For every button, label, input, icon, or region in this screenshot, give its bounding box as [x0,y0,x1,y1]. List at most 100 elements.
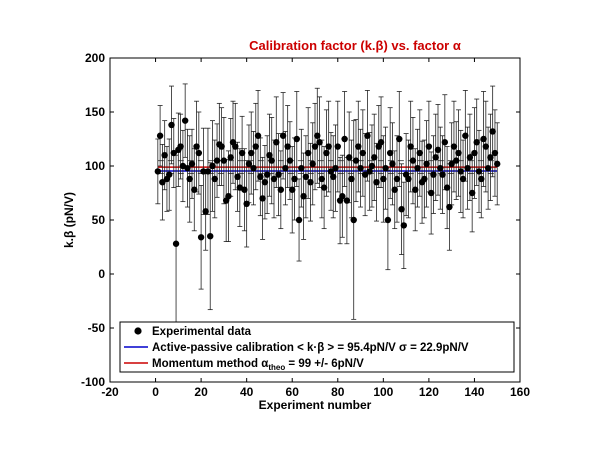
data-point [489,128,496,135]
x-axis-label: Experiment number [259,398,372,412]
data-point [200,168,207,175]
data-point [323,149,330,157]
data-point [188,160,196,168]
data-point [439,171,446,178]
data-point [389,160,396,168]
data-point [409,157,417,164]
data-point [437,164,444,172]
data-point [416,149,423,157]
chart-title: Calibration factor (k.β) vs. factor α [249,38,461,53]
data-point [446,203,453,211]
data-point [211,175,218,183]
axis-ticks: -20 0 20 40 60 80 100 120 140 160 -100 -50 0 50 100 150… [81,51,530,399]
x-tick-label: -20 [101,385,119,399]
data-point [332,164,339,172]
x-tick-label: 80 [331,385,345,399]
data-point [366,168,373,175]
data-point [254,132,262,139]
data-point [289,186,296,193]
data-point [286,157,294,164]
data-point [181,117,189,124]
data-point [204,168,212,175]
data-point [154,168,162,175]
data-point [393,175,401,183]
data-point [359,149,367,157]
data-point [213,157,221,164]
data-point [300,193,307,200]
data-point [423,160,430,168]
data-point [186,175,193,183]
data-points [154,117,501,247]
data-point [448,160,455,168]
data-point [339,193,346,200]
data-point [482,143,490,150]
data-point [161,152,168,159]
data-point [464,164,471,172]
data-point [195,149,203,157]
x-tick-label: 160 [510,385,530,399]
data-point [327,168,335,175]
data-point [459,175,467,183]
legend-label-experimental: Experimental data [152,326,252,338]
data-point [491,149,499,157]
data-point [275,171,282,178]
data-point [453,157,460,164]
data-point [298,164,305,172]
data-point [348,175,355,183]
data-point [316,139,323,146]
data-point [432,154,439,161]
data-point [209,162,216,170]
data-point [156,132,164,139]
data-point [252,143,259,150]
legend-box [119,321,515,373]
data-point [318,175,326,183]
data-point [361,171,369,178]
data-point [377,139,385,146]
data-point [207,233,214,240]
data-point [168,121,175,129]
data-point [191,186,198,193]
x-tick-label: 40 [240,385,254,399]
data-point [320,184,328,191]
legend-label-momentum: Momentum method αtheo = 99 +/- 6pN/V [152,358,364,372]
data-point [325,143,332,150]
data-point [368,162,376,170]
data-point [468,189,476,197]
data-point [407,143,414,150]
data-point [245,160,253,168]
data-point [371,154,378,161]
data-point [355,143,362,150]
data-point [382,164,389,172]
data-point [405,175,412,183]
data-point [441,139,449,146]
data-point [184,164,191,172]
data-point [473,139,480,146]
data-point [293,135,300,143]
data-point [430,171,437,178]
data-point [193,143,200,150]
data-point [380,175,387,183]
data-point [414,164,421,172]
data-point [304,149,312,157]
data-point [270,175,278,183]
data-point [396,135,403,143]
x-tick-label: 20 [194,385,208,399]
data-point [257,173,264,180]
data-point [334,143,341,150]
data-point [475,168,483,175]
data-point [238,149,246,157]
data-point [494,160,501,168]
data-point [466,154,474,161]
data-point [345,154,353,161]
data-point [197,234,205,241]
data-point [284,143,291,150]
data-point [282,164,289,172]
data-point [170,149,177,157]
data-point [172,240,180,247]
data-point [243,200,250,207]
data-point [291,175,298,183]
data-point [261,179,269,186]
x-tick-label: 120 [419,385,439,399]
x-tick-label: 100 [373,385,393,399]
